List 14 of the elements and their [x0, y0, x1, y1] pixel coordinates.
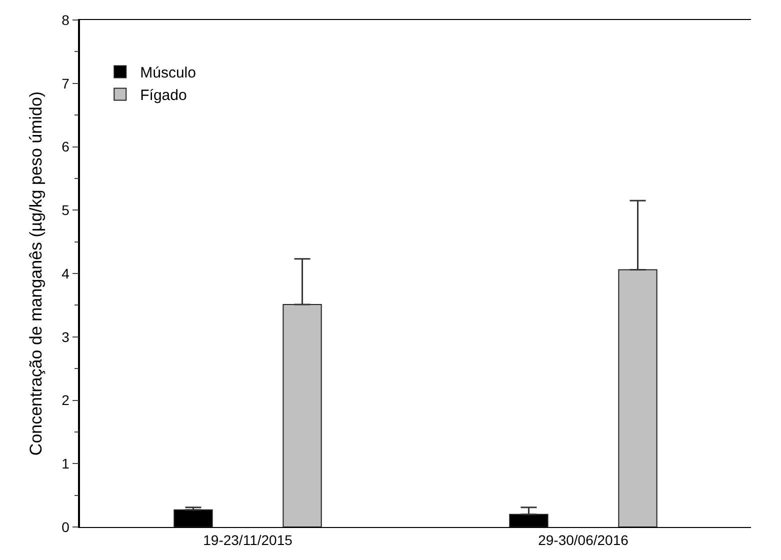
y-tick-label: 4 — [62, 265, 70, 282]
y-tick-label: 3 — [62, 328, 70, 345]
y-tick-label: 0 — [62, 518, 70, 535]
y-tick-label: 1 — [62, 456, 70, 472]
x-tick-label: 19-23/11/2015 — [203, 532, 293, 548]
x-tick-label: 29-30/06/2016 — [538, 532, 629, 548]
y-tick-label: 8 — [62, 12, 70, 28]
y-tick-label: 5 — [62, 202, 70, 218]
y-tick-label: 7 — [62, 75, 70, 92]
legend-label: Músculo — [140, 64, 196, 82]
legend-label: Fígado — [140, 87, 187, 104]
y-axis-title: Concentração de manganês (µg/kg peso úmido) — [26, 91, 46, 456]
y-tick-label: 6 — [62, 138, 70, 155]
y-tick-label: 2 — [62, 392, 70, 408]
